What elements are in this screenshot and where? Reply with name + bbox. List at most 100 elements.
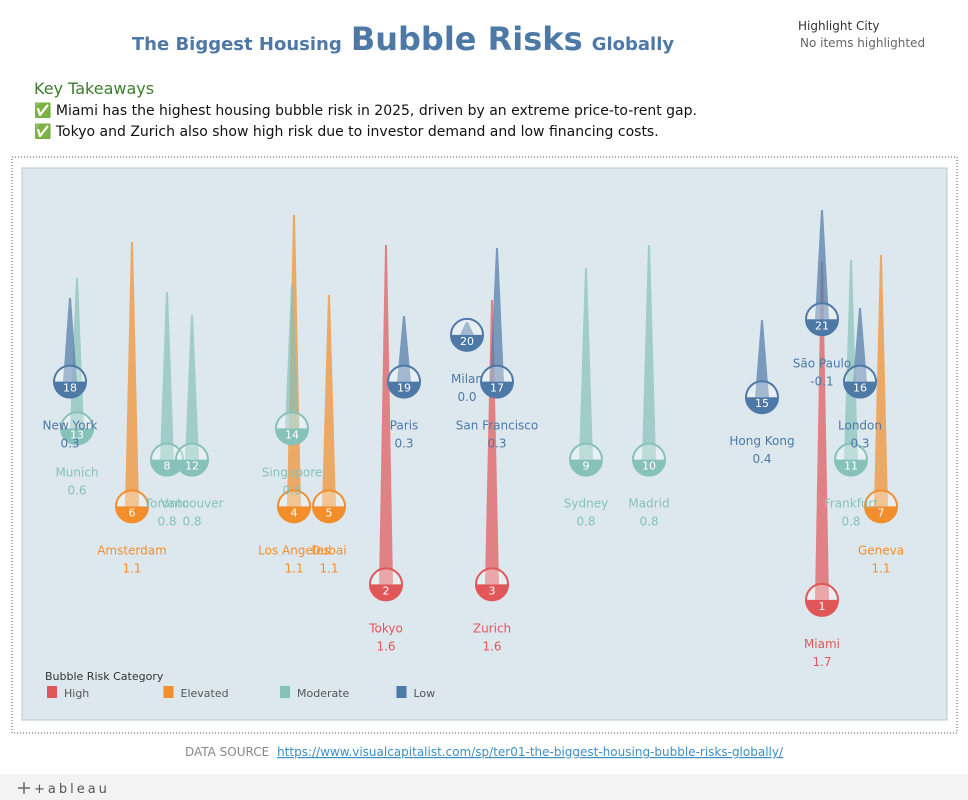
value-label: 0.0 [457,390,476,404]
bubble-fill [806,599,838,616]
city-label: Sydney [564,497,608,511]
value-label: 0.3 [487,437,506,451]
bubble-fill [633,459,665,476]
rank-label: 3 [489,584,496,597]
city-label: São Paulo [793,356,851,370]
spike [874,255,888,507]
city-label: Vancouver [160,497,223,511]
bubble-fill [54,381,86,398]
city-label: Munich [55,465,98,479]
tableau-icon [18,782,30,794]
value-label: 0.3 [850,437,869,451]
rank-label: 4 [291,506,298,519]
spike [485,300,499,585]
value-label: 1.1 [319,561,338,575]
bubble-fill [570,459,602,476]
rank-label: 19 [397,382,411,395]
value-label: -0.1 [810,374,833,388]
value-label: 1.1 [284,561,303,575]
value-label: 1.1 [871,561,890,575]
value-label: 0.3 [60,437,79,451]
rank-label: 5 [326,506,333,519]
toolbar [0,774,968,800]
bubble-fill [481,381,513,398]
takeaway: ✅ Tokyo and Zurich also show high risk d… [34,123,659,140]
rank-label: 2 [383,584,390,597]
city-label: New York [43,419,98,433]
bubble-fill [844,381,876,398]
legend-title: Bubble Risk Category [45,670,164,683]
takeaways-heading: Key Takeaways [34,79,154,98]
spike [815,210,829,320]
city-label: Dubai [311,543,346,557]
spike [285,285,299,429]
title-pre: The Biggest Housing [132,34,342,55]
bubble-fill [806,319,838,336]
bubble-fill [276,428,308,445]
value-label: 1.1 [122,561,141,575]
value-label: 0.8 [841,515,860,529]
rank-label: 18 [63,382,77,395]
city-label: Toronto [144,497,189,511]
rank-label: 21 [815,319,829,332]
spike [63,298,77,382]
bubble-fill [835,459,867,476]
spike [579,268,593,460]
title-main: Bubble Risks [351,20,583,58]
source-label: DATA SOURCE [185,745,269,759]
city-label: Zurich [473,621,511,635]
spike [379,245,393,585]
rank-label: 12 [185,460,199,473]
city-label: San Francisco [456,419,538,433]
spike [460,322,474,335]
spike [853,308,867,382]
rank-label: 11 [844,460,858,473]
bubble-fill [388,381,420,398]
rank-label: 16 [853,382,867,395]
spike [755,320,769,398]
rank-label: 1 [819,600,826,613]
value-label: 0.8 [182,515,201,529]
spike [125,242,139,507]
bubble-fill [176,459,208,476]
rank-label: 17 [490,382,504,395]
city-label: London [838,419,882,433]
value-label: 0.6 [67,483,86,497]
city-label: Amsterdam [97,543,167,557]
brand[interactable]: +ableau [34,782,110,797]
value-label: 1.6 [482,639,501,653]
bubble-fill [451,334,483,351]
city-label: Milan [451,372,483,386]
source-link[interactable]: https://www.visualcapitalist.com/sp/ter0… [277,745,784,759]
legend-label: High [64,687,89,700]
rank-label: 14 [285,428,299,441]
city-label: Singapore [262,465,323,479]
legend-label: Moderate [297,687,350,700]
legend-label: Elevated [181,687,229,700]
city-label: Frankfurt [824,497,879,511]
dashboard-title: The Biggest Housing Bubble Risks Globall… [132,20,675,58]
value-label: 0.4 [752,452,771,466]
highlight-value[interactable]: No items highlighted [800,36,925,50]
spike [490,248,504,382]
city-label: Paris [390,419,419,433]
rank-label: 8 [164,460,171,473]
legend-swatch [280,686,290,698]
rank-label: 15 [755,397,769,410]
legend: High Elevated Moderate Low [47,686,435,700]
legend-swatch [163,686,174,698]
chart-frame [11,156,958,734]
bubble-fill [61,428,93,445]
value-label: 0.8 [157,515,176,529]
city-label: Tokyo [368,621,403,635]
labels: Miami 1.7 Tokyo 1.6 Zurich 1.6 Los Angeles 1.1 D… [43,356,905,669]
rank-label: 10 [642,460,656,473]
chart-panel [21,167,948,721]
legend-swatch [47,686,57,698]
bubble-fill [278,506,310,523]
rank-label: 6 [129,506,136,519]
